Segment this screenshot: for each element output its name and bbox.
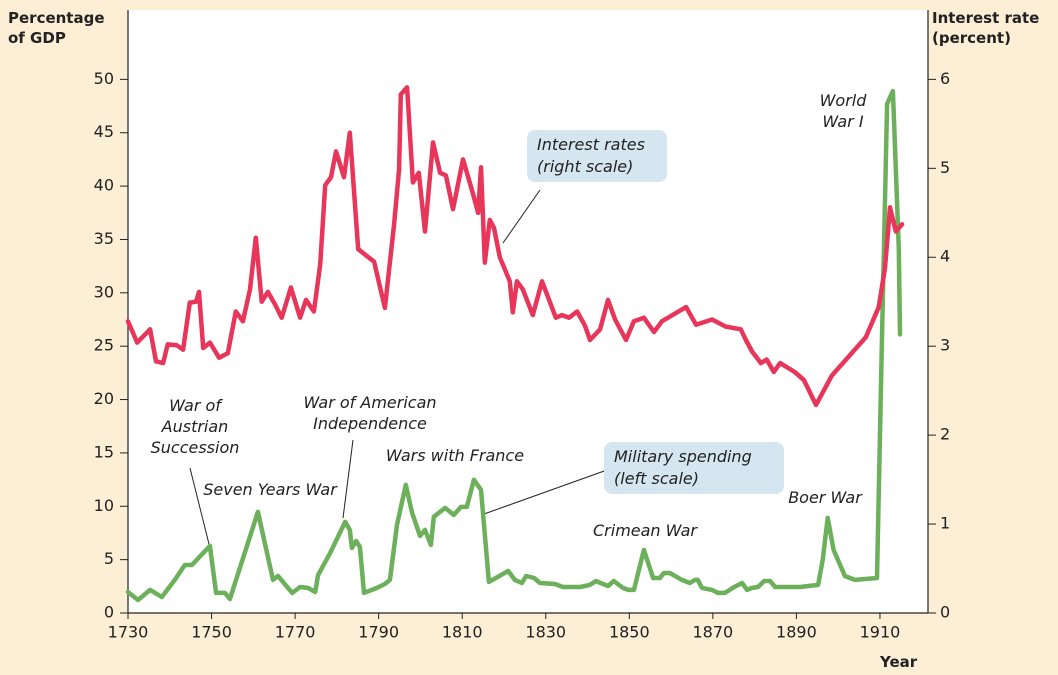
y-tick-label: 40 (94, 176, 114, 195)
y2-tick-label: 6 (940, 69, 950, 88)
x-tick-label: 1830 (525, 623, 566, 642)
annotation: Boer War (788, 488, 862, 507)
x-tick-label: 1810 (442, 623, 483, 642)
y-tick-label: 45 (94, 122, 114, 141)
annotation: Wars with France (385, 446, 525, 465)
leader-line (483, 469, 608, 515)
y-tick-label: 10 (94, 496, 114, 515)
y-tick-label: 30 (94, 282, 114, 301)
y2-tick-label: 5 (940, 158, 950, 177)
y-tick-label: 15 (94, 442, 114, 461)
y-axis-title: Percentage of GDP (8, 9, 105, 47)
y-tick-label: 5 (104, 549, 114, 568)
annotation: War of American Independence (303, 393, 437, 433)
x-tick-label: 1730 (108, 623, 149, 642)
plot-area (128, 10, 928, 613)
x-tick-label: 1910 (860, 623, 901, 642)
y-tick-label: 25 (94, 336, 114, 355)
leader-line (502, 189, 541, 244)
y2-tick-label: 2 (940, 425, 950, 444)
y2-tick-label: 1 (940, 514, 950, 533)
leader-lines (189, 189, 608, 545)
x-tick-label: 1850 (609, 623, 650, 642)
annotation: War of Austrian Succession (150, 396, 240, 457)
y2-tick-label: 0 (940, 603, 950, 622)
leader-line (189, 467, 210, 545)
y2-axis-title: Interest rate (percent) (932, 9, 1040, 47)
y2-tick-label: 3 (940, 336, 950, 355)
x-tick-label: 1750 (191, 623, 232, 642)
y-tick-label: 50 (94, 69, 114, 88)
y2-tick-label: 4 (940, 247, 950, 266)
y-tick-label: 20 (94, 389, 114, 408)
x-tick-label: 1890 (776, 623, 817, 642)
series-label: Interest rates (right scale) (527, 130, 667, 182)
x-tick-label: 1790 (358, 623, 399, 642)
x-tick-label: 1870 (692, 623, 733, 642)
y-tick-label: 35 (94, 229, 114, 248)
leader-line (342, 439, 354, 519)
x-tick-label: 1770 (275, 623, 316, 642)
series-line (125, 85, 905, 408)
series-label: Military spending (left scale) (604, 442, 784, 494)
annotation: Crimean War (593, 521, 697, 540)
annotation: World War I (819, 91, 867, 131)
series-line (125, 88, 903, 603)
annotation: Seven Years War (203, 480, 337, 499)
x-axis-title: Year (880, 653, 918, 671)
y-tick-label: 0 (104, 603, 114, 622)
